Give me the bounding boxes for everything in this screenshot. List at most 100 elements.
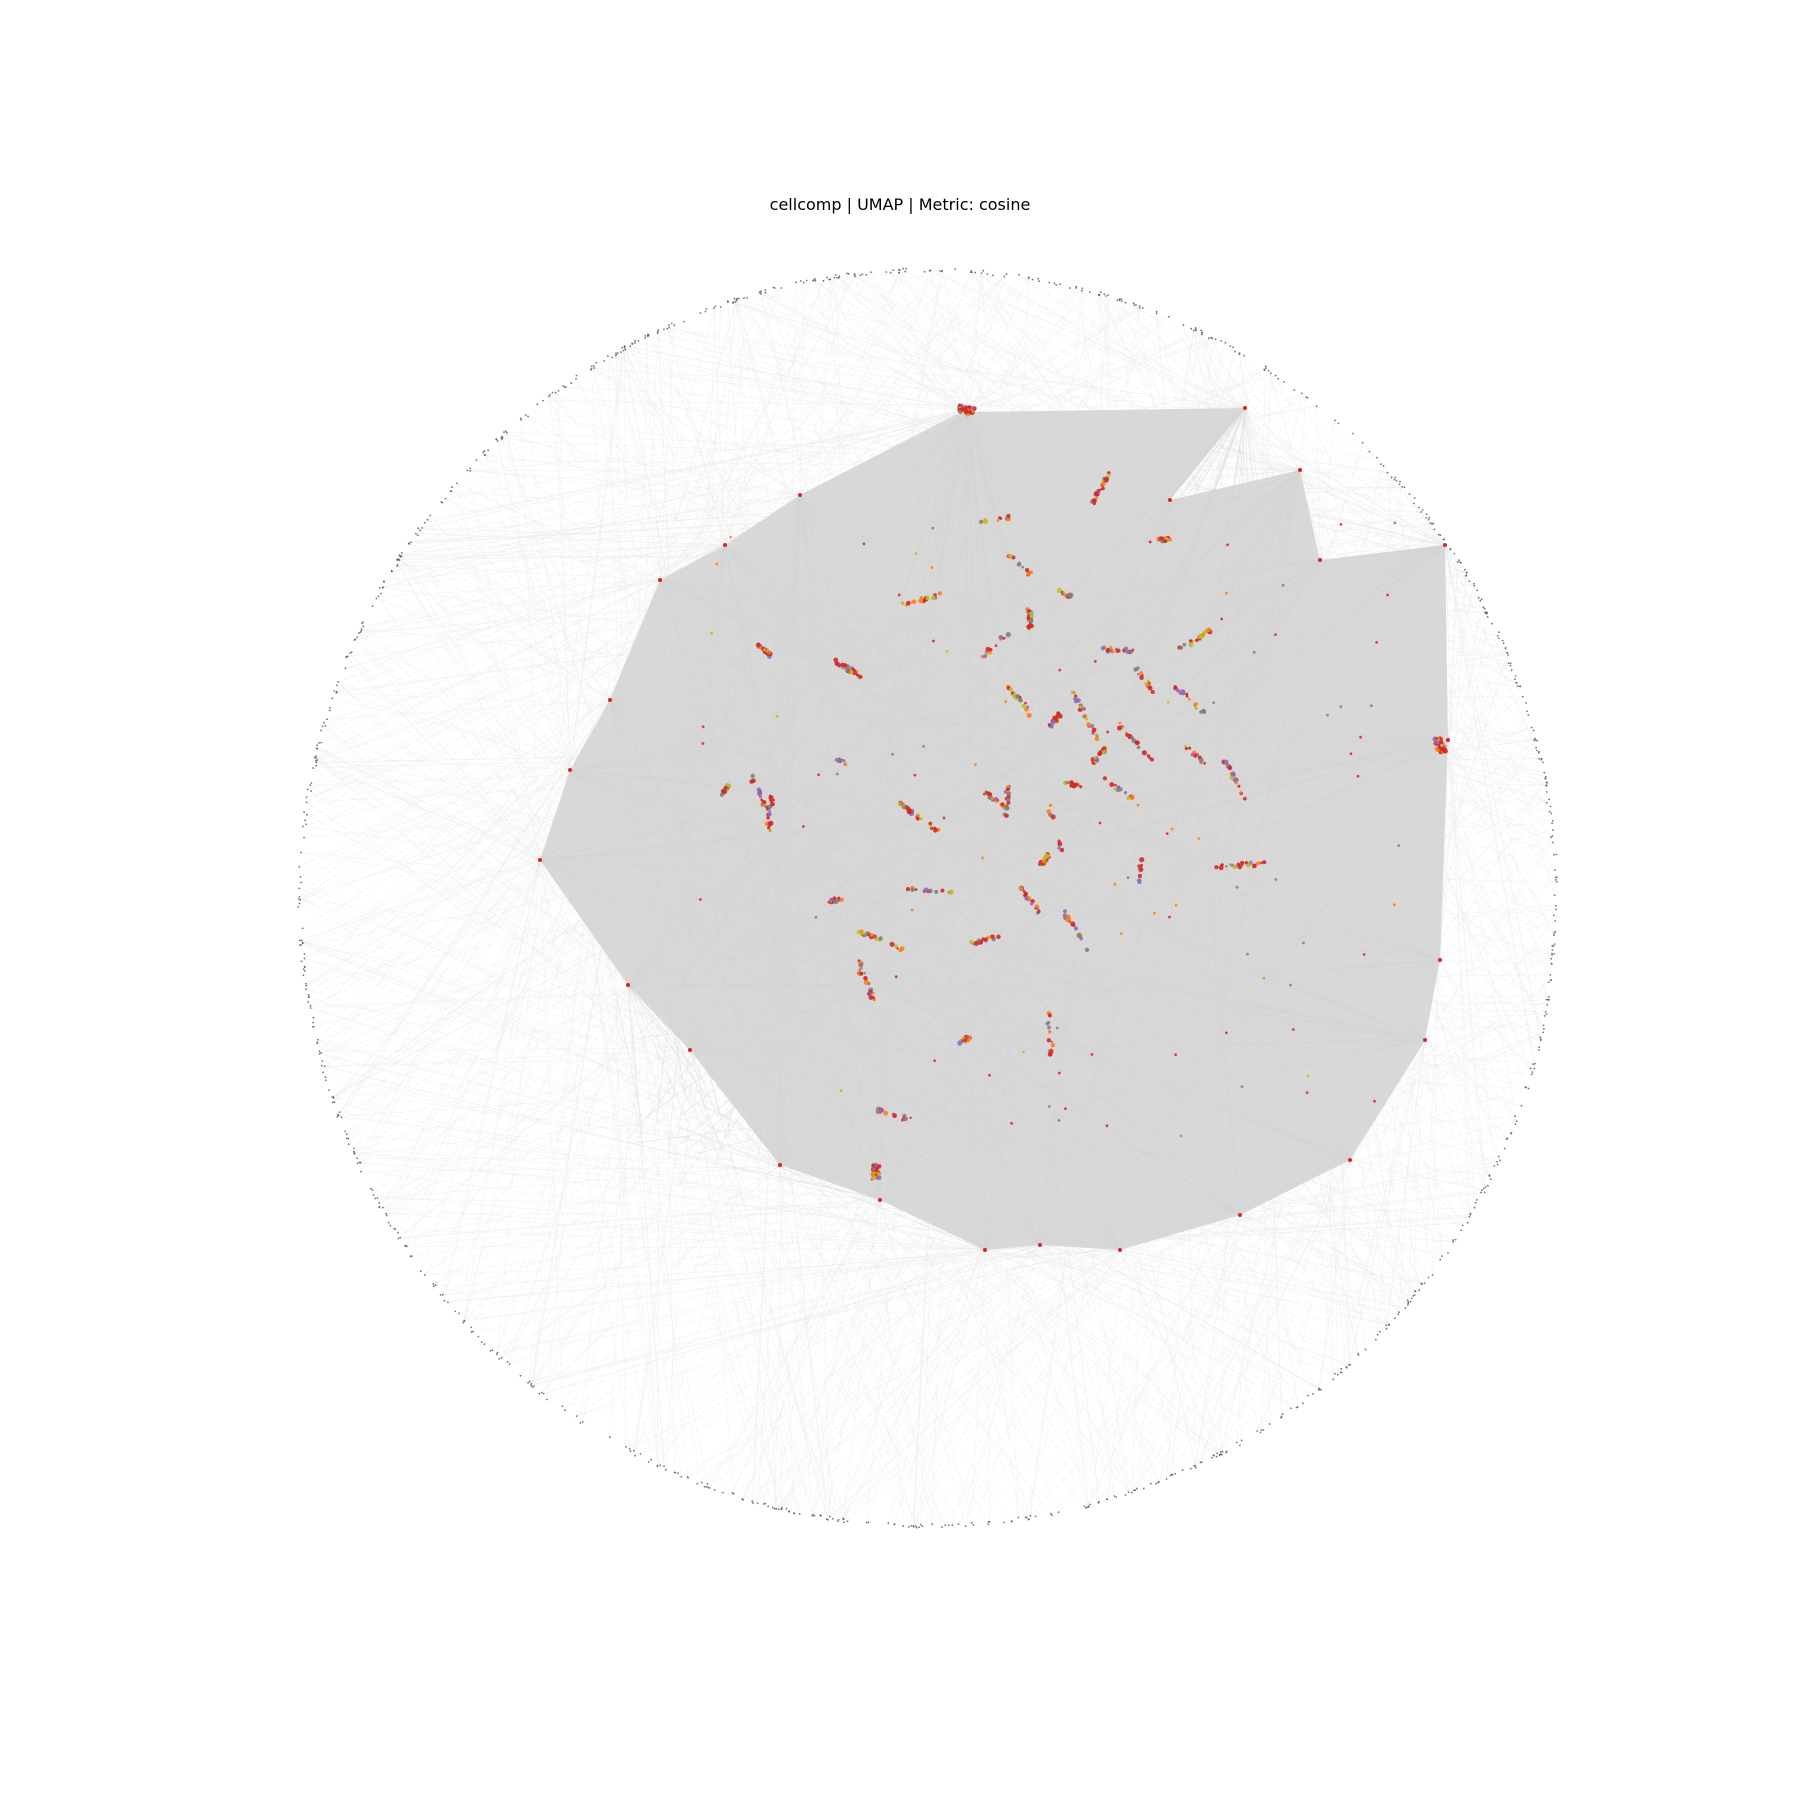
ring-node (838, 276, 840, 279)
ring-node (1192, 329, 1195, 332)
ring-node (548, 395, 550, 398)
cluster-point (1027, 614, 1030, 617)
isolated-point (1291, 1028, 1295, 1031)
cluster-point (1246, 864, 1250, 868)
ring-node (542, 399, 544, 402)
ring-node (892, 269, 895, 272)
ring-node (758, 291, 761, 293)
ring-node (1509, 664, 1512, 667)
ring-node (1221, 1450, 1224, 1453)
cluster-point (872, 996, 876, 1000)
ring-node (1545, 775, 1547, 778)
ring-node (759, 292, 762, 295)
cluster (1047, 711, 1063, 729)
cluster-point (1195, 638, 1199, 642)
ring-node (704, 310, 707, 313)
cluster (1177, 627, 1213, 650)
ring-node (305, 982, 307, 985)
isolated-point (933, 1059, 936, 1063)
ring-node (1211, 337, 1214, 340)
ring-node (1545, 998, 1548, 1001)
cluster (1136, 857, 1145, 885)
cluster-point (983, 654, 987, 659)
cluster-point (1034, 907, 1037, 910)
ring-node (1106, 1498, 1109, 1501)
ring-node (1100, 291, 1102, 294)
ring-node (1510, 669, 1513, 671)
cluster-point (1161, 537, 1164, 541)
cluster (755, 642, 773, 659)
ring-node (1305, 396, 1307, 398)
cluster-point (1184, 745, 1187, 748)
ring-node (1097, 1501, 1100, 1504)
cluster (897, 800, 941, 833)
cluster-point (1148, 540, 1152, 544)
cluster-point (990, 934, 995, 939)
ring-node (1189, 1467, 1192, 1470)
ring-node (540, 1391, 543, 1394)
ring-node (1533, 739, 1536, 742)
ring-node (1554, 879, 1557, 881)
cluster-point (1179, 646, 1184, 650)
mesh-lines (539, 407, 1449, 1251)
ring-node (421, 527, 424, 529)
ring-node (1469, 1213, 1472, 1216)
ring-node (305, 801, 308, 804)
ring-node (1059, 283, 1062, 286)
ring-node (914, 1525, 917, 1527)
ring-node (615, 352, 617, 354)
ring-node (531, 1386, 534, 1388)
cluster-point (1232, 774, 1236, 777)
ring-node (303, 953, 306, 955)
ring-node (898, 271, 900, 274)
isolated-point (930, 566, 934, 569)
cluster-point (1006, 797, 1011, 802)
ring-node (1332, 1378, 1335, 1381)
ring-node (1098, 294, 1100, 297)
ring-node (1550, 957, 1553, 960)
cluster-point (1193, 753, 1198, 758)
cluster-point (1146, 679, 1150, 683)
ring-node (1544, 777, 1547, 780)
cluster-point (751, 778, 756, 783)
cluster-point (1049, 724, 1054, 729)
hub-node (1443, 543, 1447, 547)
cluster (1173, 684, 1207, 715)
ring-node (1514, 1115, 1516, 1118)
ring-node (429, 514, 432, 517)
ring-node (1068, 287, 1071, 289)
ring-node (1506, 651, 1509, 654)
cluster-point (762, 800, 767, 805)
ring-node (1361, 441, 1364, 444)
cluster-point (937, 591, 943, 596)
ring-node (519, 1374, 522, 1377)
ring-node (918, 1526, 921, 1528)
cluster-point (1048, 803, 1052, 807)
cluster-point (859, 929, 864, 934)
cluster-point (1118, 721, 1122, 725)
cluster-point (1130, 736, 1135, 741)
cluster-point (1439, 737, 1443, 741)
ring-node (398, 554, 401, 557)
hub-node (1243, 406, 1247, 410)
ring-node (1171, 1473, 1174, 1476)
isolated-point (1055, 1026, 1059, 1030)
ring-node (1317, 1389, 1320, 1391)
ring-node (611, 356, 613, 359)
cluster-point (1091, 731, 1095, 735)
ring-node (307, 788, 309, 791)
ring-node (530, 1384, 532, 1387)
ring-node (743, 297, 745, 300)
cluster-point (1103, 476, 1109, 482)
ring-node (1399, 480, 1401, 483)
ring-node (396, 565, 398, 567)
cluster-point (1004, 805, 1010, 811)
ring-node (1499, 1159, 1501, 1162)
cluster-point (842, 759, 846, 763)
ring-node (331, 697, 334, 700)
ring-node (477, 1335, 480, 1338)
ring-node (982, 269, 985, 272)
cluster-point (1077, 707, 1083, 713)
ring-node (1048, 281, 1051, 284)
